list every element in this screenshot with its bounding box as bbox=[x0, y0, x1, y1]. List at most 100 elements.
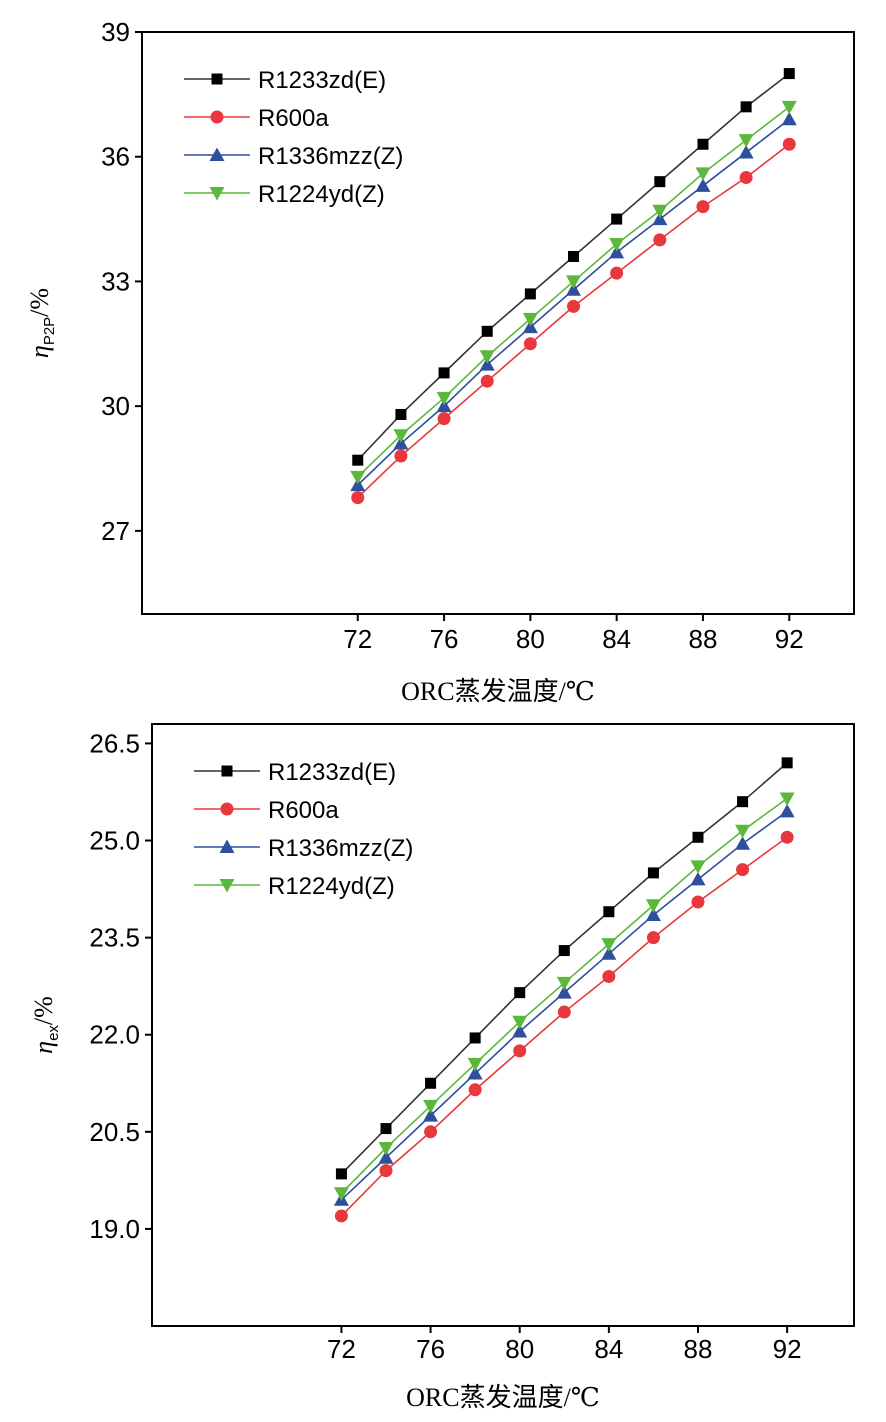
data-point bbox=[524, 288, 536, 300]
plot-frame bbox=[151, 723, 855, 1327]
data-point bbox=[603, 906, 615, 918]
data-point bbox=[602, 969, 616, 983]
data-point bbox=[393, 436, 409, 450]
y-axis-title: ηex/% bbox=[29, 996, 62, 1054]
y-tick-label: 20.5 bbox=[89, 1117, 140, 1147]
legend-marker bbox=[209, 187, 225, 201]
legend-marker bbox=[210, 110, 224, 124]
x-tick-label: 92 bbox=[775, 624, 804, 654]
data-point bbox=[467, 1066, 483, 1080]
data-point bbox=[609, 238, 625, 252]
y-axis-unit: /% bbox=[25, 288, 54, 317]
data-point bbox=[601, 938, 617, 952]
data-point bbox=[512, 1023, 528, 1038]
x-tick-label: 80 bbox=[505, 1334, 534, 1364]
data-point bbox=[737, 796, 749, 808]
data-point bbox=[647, 867, 659, 879]
legend-label: R1336mzz(Z) bbox=[268, 835, 413, 862]
data-point bbox=[512, 1015, 528, 1030]
data-point bbox=[556, 985, 572, 999]
x-tick-label: 76 bbox=[430, 624, 459, 654]
data-point bbox=[379, 1164, 393, 1178]
data-point bbox=[740, 101, 752, 113]
legend: R1233zd(E) R600a R1336mzz(Z) R1224yd(Z) bbox=[194, 759, 413, 900]
data-point bbox=[691, 895, 705, 909]
legend-label: R600a bbox=[268, 797, 339, 824]
data-point bbox=[566, 282, 582, 296]
data-point bbox=[781, 757, 793, 769]
data-point bbox=[423, 1099, 439, 1114]
data-point bbox=[779, 803, 795, 818]
x-axis-title: ORC蒸发温度/℃ bbox=[401, 677, 595, 706]
x-tick-label: 88 bbox=[689, 624, 718, 654]
y-axis-subscript: ex bbox=[45, 1025, 62, 1041]
data-point bbox=[334, 1209, 348, 1223]
legend-marker bbox=[220, 802, 234, 816]
chart-panel-2: 19.0 20.5 22.0 23.5 25.0 26.5 72 76 80 84 88 92 ORC蒸… bbox=[29, 723, 855, 1412]
series-line bbox=[357, 143, 790, 499]
data-point bbox=[469, 1032, 481, 1044]
series-R1336mzz(Z) bbox=[333, 803, 795, 1206]
x-tick-label: 88 bbox=[684, 1334, 713, 1364]
data-point bbox=[779, 792, 795, 806]
y-tick-label: 27 bbox=[101, 516, 130, 546]
y-tick-label: 33 bbox=[101, 266, 130, 296]
y-axis-subscript: P2P bbox=[41, 317, 58, 345]
x-tick-label: 84 bbox=[594, 1334, 623, 1364]
y-axis-symbol: η bbox=[29, 1041, 58, 1054]
data-point bbox=[610, 266, 624, 280]
data-point bbox=[333, 1187, 349, 1201]
data-point bbox=[781, 100, 797, 115]
data-point bbox=[646, 931, 660, 945]
data-point bbox=[780, 830, 794, 844]
legend-label: R1224yd(Z) bbox=[258, 181, 385, 208]
data-point bbox=[467, 1057, 483, 1072]
data-point bbox=[514, 987, 526, 999]
legend-marker bbox=[219, 839, 235, 853]
y-axis-unit: /% bbox=[29, 996, 58, 1025]
data-point bbox=[523, 337, 537, 351]
data-point bbox=[436, 398, 452, 413]
series-line bbox=[357, 72, 790, 461]
series-R1233zd(E) bbox=[352, 68, 795, 466]
y-tick-label: 25.0 bbox=[89, 826, 140, 856]
series-R1224yd(Z) bbox=[333, 792, 795, 1201]
chart-panel-1: 27 30 33 36 39 72 76 80 84 88 92 ORC蒸发温度/℃ ηP2P/% R12… bbox=[25, 17, 855, 706]
data-point bbox=[566, 275, 582, 289]
data-point bbox=[609, 244, 625, 259]
data-point bbox=[653, 233, 667, 247]
y-tick-label: 22.0 bbox=[89, 1020, 140, 1050]
data-point bbox=[601, 946, 617, 960]
data-point bbox=[739, 171, 753, 184]
data-point bbox=[695, 167, 711, 181]
legend-label: R1336mzz(Z) bbox=[258, 143, 403, 170]
data-point bbox=[690, 860, 706, 874]
data-point bbox=[557, 1005, 571, 1019]
data-point bbox=[697, 138, 709, 150]
data-point bbox=[479, 350, 495, 364]
x-tick-label: 72 bbox=[343, 624, 372, 654]
x-tick-label: 84 bbox=[602, 624, 631, 654]
data-point bbox=[611, 213, 623, 225]
y-tick-label: 26.5 bbox=[89, 728, 140, 758]
plot-frame bbox=[141, 31, 855, 615]
x-tick-label: 72 bbox=[327, 1334, 356, 1364]
y-axis-title: ηP2P/% bbox=[25, 288, 58, 358]
data-point bbox=[437, 412, 451, 426]
data-point bbox=[654, 176, 666, 188]
data-point bbox=[782, 137, 796, 151]
series-R600a bbox=[334, 830, 794, 1223]
x-axis-title: ORC蒸发温度/℃ bbox=[406, 1383, 600, 1412]
data-point bbox=[378, 1150, 394, 1164]
data-point bbox=[423, 1108, 439, 1122]
data-point bbox=[350, 477, 366, 492]
data-point bbox=[645, 899, 661, 913]
data-point bbox=[351, 491, 365, 505]
legend-marker bbox=[211, 73, 223, 85]
data-point bbox=[690, 871, 706, 886]
data-point bbox=[645, 907, 661, 921]
data-point bbox=[380, 1123, 392, 1135]
legend-label: R600a bbox=[258, 105, 329, 132]
data-point bbox=[425, 1077, 437, 1089]
